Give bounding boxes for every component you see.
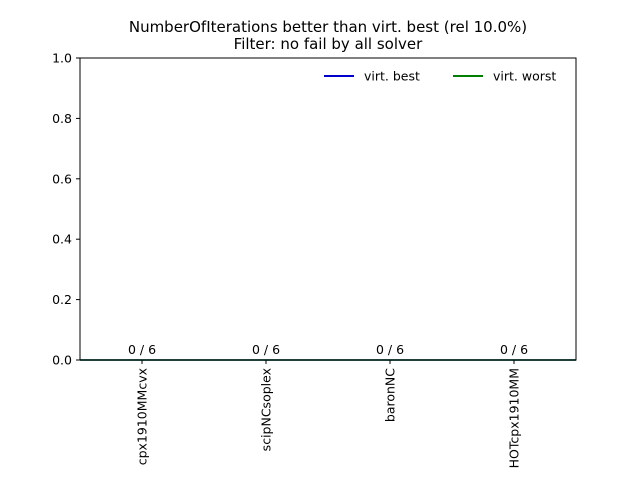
bar-data-label: 0 / 6: [500, 342, 528, 357]
y-tick-label: 0.2: [52, 292, 72, 307]
x-tick-label: cpx1910MMcvx: [135, 368, 150, 465]
bar-data-label: 0 / 6: [376, 342, 404, 357]
y-axis: 0.0 0.2 0.4 0.6 0.8 1.0: [52, 51, 80, 368]
chart-title-line-1: NumberOfIterations better than virt. bes…: [129, 18, 527, 36]
y-tick-label: 0.0: [52, 353, 72, 368]
plot-frame: [79, 57, 577, 361]
chart-title-line-2: Filter: no fail by all solver: [234, 35, 423, 53]
x-tick-label: scipNCsoplex: [259, 368, 274, 451]
plot-area: [80, 58, 576, 360]
bar-labels-group: 0 / 6 0 / 6 0 / 6 0 / 6: [128, 342, 528, 357]
bar-data-label: 0 / 6: [128, 342, 156, 357]
x-axis: cpx1910MMcvx scipNCsoplex baronNC HOTcpx191…: [135, 360, 522, 468]
x-tick-label: baronNC: [383, 368, 398, 422]
y-tick-label: 1.0: [52, 51, 72, 66]
y-tick-label: 0.6: [52, 171, 72, 186]
legend-label: virt. best: [364, 69, 420, 84]
legend: virt. best virt. worst: [324, 69, 556, 84]
legend-label: virt. worst: [493, 69, 556, 84]
y-tick-label: 0.8: [52, 111, 72, 126]
y-tick-label: 0.4: [52, 232, 72, 247]
x-tick-label: HOTcpx1910MM: [507, 368, 522, 468]
bar-data-label: 0 / 6: [252, 342, 280, 357]
